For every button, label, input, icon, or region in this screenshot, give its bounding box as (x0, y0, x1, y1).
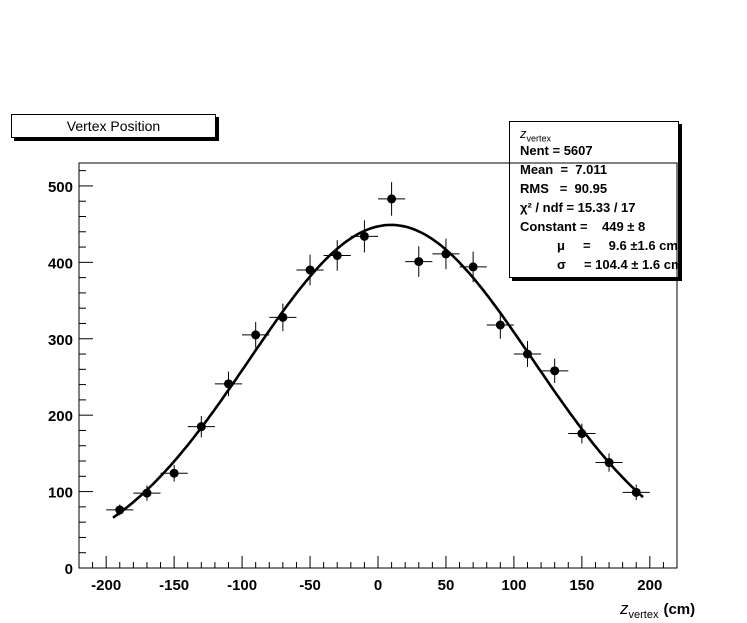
data-point-group (568, 423, 596, 444)
data-point-group (486, 311, 514, 339)
x-tick-label: 50 (438, 577, 455, 594)
x-axis-label-sub: vertex (629, 609, 659, 621)
x-tick-label: -200 (91, 577, 121, 594)
data-point-group (187, 415, 215, 438)
x-tick-label: 100 (501, 577, 526, 594)
data-point (468, 262, 478, 272)
y-tick-label: 400 (48, 255, 73, 272)
data-point-group (513, 341, 542, 368)
y-tick-label: 100 (48, 485, 73, 502)
data-point (414, 257, 424, 267)
stats-mean: Mean = 7.011 (520, 162, 608, 177)
data-point-group (323, 240, 351, 271)
stats-mu: μ = 9.6 ±1.6 cm (557, 238, 678, 253)
data-point-group (350, 220, 378, 253)
data-point (550, 366, 560, 376)
y-axis: 0 100 200 300 400 500 (48, 170, 93, 578)
data-point (115, 505, 125, 515)
data-point (305, 265, 315, 275)
x-tick-label: -100 (227, 577, 257, 594)
data-point-group (296, 254, 324, 286)
stats-sigma: σ = 104.4 ± 1.6 cm (557, 257, 683, 272)
x-tick-label: -50 (299, 577, 321, 594)
data-point-group (242, 321, 270, 348)
stats-chi2: χ² / ndf = 15.33 / 17 (520, 200, 636, 215)
x-tick-label: 0 (374, 577, 382, 594)
stats-rms: RMS = 90.95 (520, 181, 608, 196)
plot-frame (78, 162, 678, 569)
data-point (278, 312, 288, 322)
stats-header: zvertex (520, 124, 678, 144)
data-point-group (106, 504, 134, 516)
data-point (224, 379, 233, 389)
y-tick-label: 200 (48, 408, 73, 425)
x-axis-label-main: z (619, 599, 629, 618)
data-point-group (160, 464, 188, 482)
stats-header-sub: vertex (526, 133, 552, 144)
data-point-group (595, 453, 623, 472)
x-tick-label: 150 (569, 577, 594, 594)
data-point-group (269, 303, 297, 332)
y-tick-label: 500 (48, 179, 73, 196)
y-tick-label: 0 (65, 561, 73, 578)
data-point (251, 330, 261, 340)
stats-constant: Constant = 449 ± 8 (520, 219, 646, 234)
data-point (441, 249, 451, 259)
data-point-group (405, 246, 433, 277)
chart-title: Vertex Position (11, 114, 216, 138)
data-point (631, 487, 641, 497)
data-point-group (541, 358, 569, 384)
data-point-group (133, 485, 161, 501)
x-axis-label-unit: (cm) (663, 601, 695, 618)
data-point-group (214, 371, 243, 397)
data-point (332, 250, 342, 260)
x-tick-label: 200 (637, 577, 662, 594)
data-point-group (432, 238, 460, 270)
stats-nent: Nent = 5607 (520, 143, 593, 158)
stats-box: zvertex Nent = 5607 Mean = 7.011 RMS = 9… (509, 121, 683, 278)
data-point-group (378, 182, 406, 216)
x-axis: -200 -150 -100 -50 0 50 100 150 200 (78, 556, 678, 594)
data-point (359, 231, 369, 241)
data-point (495, 320, 505, 330)
data-point (523, 349, 532, 359)
x-tick-label: -150 (159, 577, 189, 594)
data-point-group (622, 484, 650, 500)
stats-header-main: z (520, 126, 527, 141)
data-point (169, 468, 179, 478)
data-point (577, 429, 587, 439)
y-tick-label: 300 (48, 332, 73, 349)
data-point (142, 488, 152, 498)
data-point (387, 194, 397, 204)
data-point-group (459, 251, 487, 283)
data-point (196, 422, 206, 432)
data-points (106, 182, 650, 516)
x-axis-label: zvertex (cm) (619, 599, 695, 621)
data-point (604, 458, 614, 468)
